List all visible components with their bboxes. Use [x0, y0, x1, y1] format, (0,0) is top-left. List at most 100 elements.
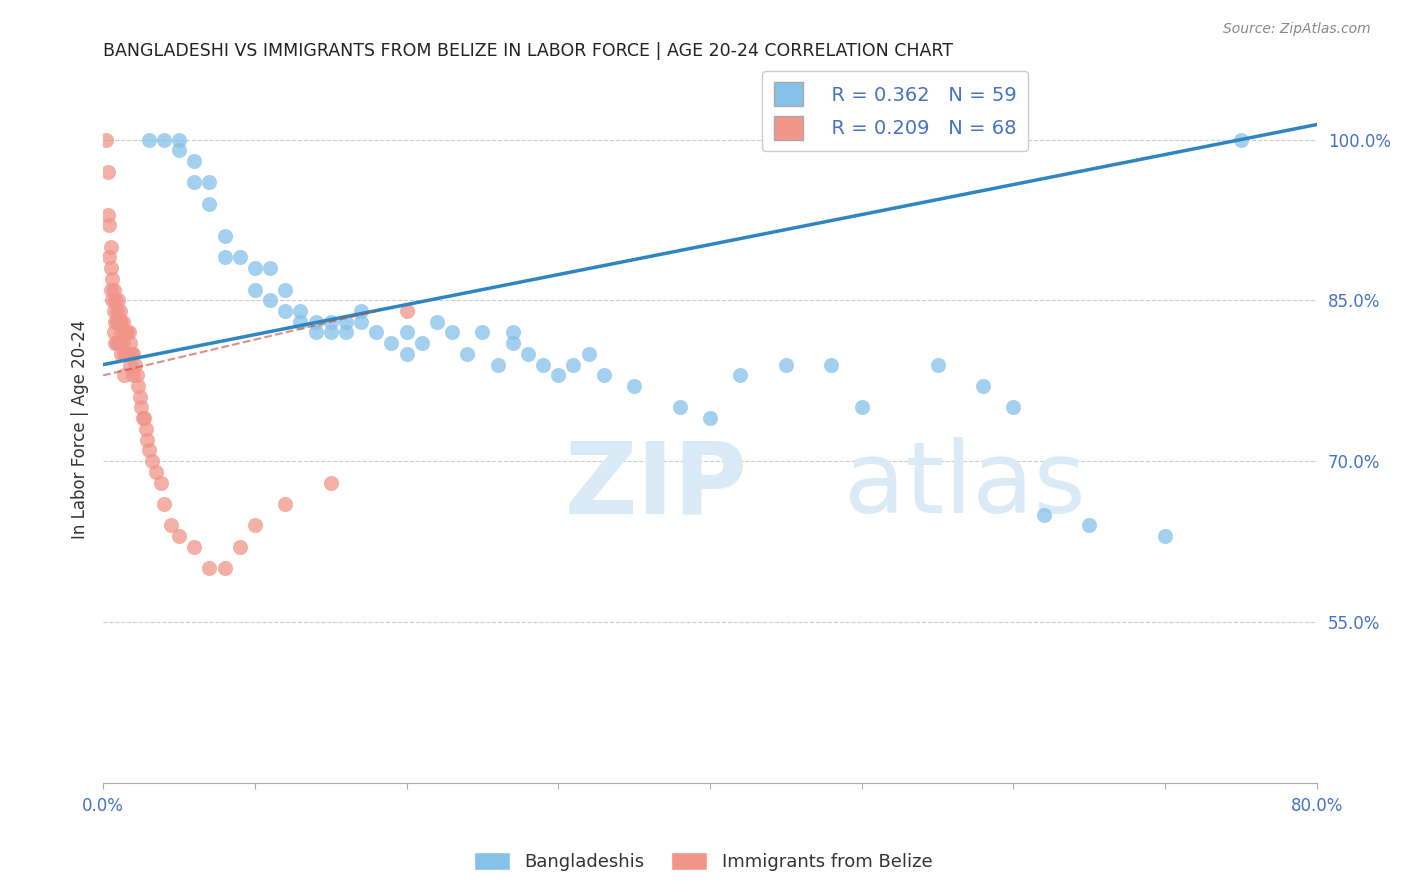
- Point: [104, 293, 127, 308]
- Point: [110, 347, 132, 361]
- Point: [124, 358, 146, 372]
- Point: [110, 315, 132, 329]
- Point: [105, 315, 128, 329]
- Point: [120, 336, 142, 351]
- Point: [149, 475, 172, 490]
- Point: [350, 315, 373, 329]
- Point: [167, 529, 190, 543]
- Point: [366, 326, 388, 340]
- Point: [104, 336, 127, 351]
- Point: [118, 326, 141, 340]
- Point: [129, 401, 152, 415]
- Point: [547, 368, 569, 383]
- Point: [117, 326, 139, 340]
- Point: [108, 336, 131, 351]
- Point: [101, 272, 124, 286]
- Point: [110, 326, 132, 340]
- Point: [100, 240, 122, 254]
- Point: [426, 315, 449, 329]
- Point: [103, 283, 125, 297]
- Point: [107, 293, 129, 308]
- Point: [121, 347, 143, 361]
- Text: ZIP: ZIP: [564, 437, 747, 534]
- Point: [274, 304, 297, 318]
- Point: [135, 422, 157, 436]
- Point: [97, 208, 120, 222]
- Legend:   R = 0.362   N = 59,   R = 0.209   N = 68: R = 0.362 N = 59, R = 0.209 N = 68: [762, 70, 1028, 152]
- Point: [105, 336, 128, 351]
- Point: [395, 347, 418, 361]
- Point: [214, 251, 236, 265]
- Y-axis label: In Labor Force | Age 20-24: In Labor Force | Age 20-24: [72, 319, 89, 539]
- Point: [243, 283, 266, 297]
- Point: [115, 326, 138, 340]
- Point: [115, 347, 138, 361]
- Point: [122, 368, 145, 383]
- Point: [167, 132, 190, 146]
- Point: [471, 326, 494, 340]
- Point: [183, 540, 205, 554]
- Point: [562, 358, 585, 372]
- Point: [141, 454, 163, 468]
- Point: [502, 326, 524, 340]
- Point: [441, 326, 464, 340]
- Point: [319, 326, 342, 340]
- Point: [927, 358, 949, 372]
- Point: [153, 497, 176, 511]
- Point: [122, 347, 145, 361]
- Point: [578, 347, 600, 361]
- Point: [214, 229, 236, 244]
- Point: [153, 132, 176, 146]
- Point: [108, 304, 131, 318]
- Point: [730, 368, 752, 383]
- Point: [972, 379, 994, 393]
- Point: [97, 164, 120, 178]
- Point: [108, 315, 131, 329]
- Point: [103, 326, 125, 340]
- Point: [118, 347, 141, 361]
- Point: [145, 465, 167, 479]
- Point: [127, 379, 149, 393]
- Point: [98, 251, 121, 265]
- Point: [228, 540, 250, 554]
- Point: [350, 304, 373, 318]
- Point: [98, 219, 121, 233]
- Legend: Bangladeshis, Immigrants from Belize: Bangladeshis, Immigrants from Belize: [467, 845, 939, 879]
- Point: [290, 315, 312, 329]
- Point: [138, 443, 160, 458]
- Point: [167, 143, 190, 157]
- Point: [120, 358, 142, 372]
- Point: [304, 315, 326, 329]
- Point: [335, 326, 357, 340]
- Point: [1230, 132, 1253, 146]
- Point: [183, 175, 205, 189]
- Point: [1002, 401, 1025, 415]
- Point: [304, 326, 326, 340]
- Text: Source: ZipAtlas.com: Source: ZipAtlas.com: [1223, 22, 1371, 37]
- Point: [104, 315, 127, 329]
- Point: [228, 251, 250, 265]
- Point: [243, 261, 266, 276]
- Point: [107, 336, 129, 351]
- Point: [668, 401, 690, 415]
- Point: [125, 368, 148, 383]
- Point: [1154, 529, 1177, 543]
- Point: [592, 368, 614, 383]
- Point: [516, 347, 538, 361]
- Point: [851, 401, 873, 415]
- Point: [486, 358, 509, 372]
- Point: [112, 347, 135, 361]
- Point: [131, 411, 153, 425]
- Point: [274, 497, 297, 511]
- Point: [100, 283, 122, 297]
- Point: [111, 315, 134, 329]
- Point: [183, 153, 205, 168]
- Point: [395, 326, 418, 340]
- Point: [101, 293, 124, 308]
- Point: [214, 561, 236, 575]
- Point: [456, 347, 478, 361]
- Point: [198, 175, 221, 189]
- Point: [132, 411, 155, 425]
- Point: [319, 315, 342, 329]
- Point: [103, 304, 125, 318]
